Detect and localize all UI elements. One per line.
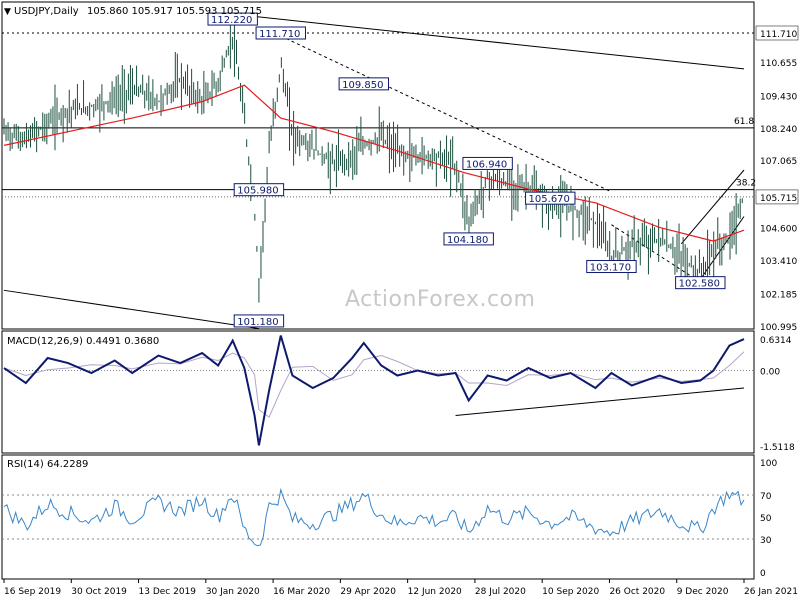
price-annotation-box [255, 26, 306, 40]
price-axis-tick: 111.710 [760, 30, 797, 40]
falling-trendline-dashed [280, 35, 612, 193]
symbol-triangle-icon: ▼ [4, 7, 11, 17]
macd-axis-tick: 0.6314 [760, 336, 792, 346]
price-annotation-label: 101.180 [237, 317, 278, 328]
price-annotation-label: 102.580 [679, 279, 720, 290]
fib-38-2-label: 38.2 [736, 179, 756, 189]
macd-axis-tick: 0.00 [760, 368, 780, 378]
price-annotation-box [586, 260, 637, 274]
price-axis-tick: 102.185 [760, 290, 797, 300]
upper-trendline [232, 13, 745, 70]
x-axis-label: 16 Mar 2020 [273, 587, 330, 597]
rsi-axis-tick: 70 [760, 492, 772, 502]
x-axis-label: 28 Jul 2020 [475, 587, 526, 597]
rsi-axis-tick: 0 [760, 569, 766, 579]
x-axis-label: 10 Sep 2020 [542, 587, 599, 597]
price-annotation-box [338, 77, 390, 91]
rsi-axis-tick: 30 [760, 536, 772, 546]
price-axis-highlight [755, 25, 799, 41]
rsi-line [3, 487, 745, 547]
price-axis-tick: 110.655 [760, 59, 797, 69]
x-axis-label: 16 Sep 2019 [4, 587, 61, 597]
price-axis-tick: 109.430 [760, 92, 797, 102]
x-axis-label: 30 Jan 2020 [206, 587, 260, 597]
price-annotation-label: 112.220 [211, 15, 252, 26]
price-annotation-label: 111.710 [259, 29, 300, 40]
fib-61-8-label: 61.8 [734, 117, 754, 127]
x-axis-label: 13 Dec 2019 [139, 587, 197, 597]
price-annotation-box [675, 276, 726, 290]
rsi-panel [1, 454, 755, 580]
price-annotation-box [443, 232, 494, 246]
x-axis-label: 12 Jun 2020 [408, 587, 462, 597]
price-axis-tick: 105.715 [760, 194, 797, 204]
macd-trendline [455, 387, 745, 416]
price-axis-tick: 104.600 [760, 224, 797, 234]
price-annotation-label: 103.170 [590, 263, 631, 274]
ema-line [3, 84, 745, 242]
macd-title: MACD(12,26,9) 0.4491 0.3680 [7, 336, 159, 347]
price-annotation-box [233, 183, 285, 197]
x-axis-label: 9 Dec 2020 [677, 587, 729, 597]
rsi-axis-tick: 50 [760, 514, 772, 524]
price-annotation-box [525, 191, 576, 205]
x-axis-label: 29 Apr 2020 [340, 587, 396, 597]
x-axis-label: 30 Oct 2019 [71, 587, 127, 597]
price-axis-tick: 100.995 [760, 323, 797, 333]
rsi-axis-tick: 100 [760, 459, 777, 469]
chart-header-symbol: USDJPY,Daily [14, 6, 79, 17]
price-axis-highlight [755, 189, 799, 205]
price-annotation-box [207, 12, 258, 26]
price-annotation-label: 105.980 [237, 186, 278, 197]
macd-line [3, 335, 745, 446]
price-panel [1, 1, 755, 330]
chart-header-ohlc: 105.860 105.917 105.593 105.715 [87, 6, 262, 17]
lower-trendline [3, 289, 259, 330]
price-annotation-label: 109.850 [342, 80, 383, 91]
rsi-title: RSI(14) 64.2289 [7, 459, 88, 470]
price-axis-tick: 107.065 [760, 157, 797, 167]
x-axis-label: 26 Jan 2021 [744, 587, 798, 597]
price-annotation-label: 104.180 [447, 235, 488, 246]
watermark: ActionForex.com [345, 287, 535, 312]
price-axis-tick: 103.410 [760, 257, 797, 267]
macd-panel [1, 330, 755, 454]
rising-channel-upper [680, 169, 745, 245]
price-annotation-box [233, 314, 285, 328]
macd-axis-tick: -1.5118 [760, 443, 795, 453]
price-annotation-label: 106.940 [466, 159, 507, 170]
price-annotation-box [462, 156, 513, 170]
x-axis-label: 26 Oct 2020 [609, 587, 665, 597]
price-axis-tick: 108.240 [760, 125, 797, 135]
price-annotation-label: 105.670 [529, 194, 570, 205]
macd-signal-line [3, 351, 745, 418]
